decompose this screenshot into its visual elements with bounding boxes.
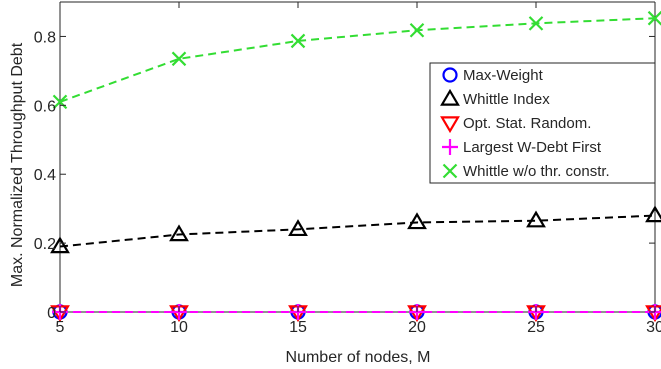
y-tick-label: 0.4 bbox=[34, 167, 56, 184]
legend-marker bbox=[440, 88, 460, 106]
x-tick-label: 5 bbox=[56, 319, 65, 336]
series-line bbox=[59, 17, 656, 103]
y-axis-label: Max. Normalized Throughput Debt bbox=[9, 42, 26, 287]
legend-marker bbox=[442, 139, 458, 155]
legend-label: Max-Weight bbox=[463, 67, 544, 84]
legend-marker bbox=[440, 116, 460, 134]
legend-label: Opt. Stat. Random. bbox=[463, 115, 591, 132]
y-tick-label: 0.6 bbox=[34, 98, 56, 115]
series-layer bbox=[50, 10, 661, 323]
data-point bbox=[526, 210, 546, 228]
series-line bbox=[59, 214, 656, 248]
x-tick-label: 10 bbox=[170, 319, 188, 336]
data-point bbox=[290, 33, 306, 49]
ticks-layer: 5 10 15 20 25 30 0 0.2 0.4 0.6 0.8 bbox=[34, 2, 661, 336]
data-point bbox=[50, 236, 70, 254]
y-tick-label: 0 bbox=[47, 305, 56, 322]
data-point bbox=[409, 22, 425, 38]
legend-label: Whittle w/o thr. constr. bbox=[463, 163, 610, 180]
data-point bbox=[169, 224, 189, 242]
series-whittle-index bbox=[50, 205, 661, 254]
x-tick-label: 20 bbox=[408, 319, 426, 336]
x-axis-label: Number of nodes, M bbox=[286, 349, 431, 366]
legend-box bbox=[429, 62, 656, 184]
y-tick-label: 0.2 bbox=[34, 236, 56, 253]
data-point bbox=[52, 94, 68, 110]
legend-marker bbox=[442, 67, 458, 83]
x-tick-label: 15 bbox=[289, 319, 307, 336]
data-point bbox=[645, 205, 661, 223]
series-whittle-w-o-thr-constr bbox=[52, 10, 661, 110]
data-point bbox=[288, 219, 308, 237]
data-point bbox=[407, 212, 427, 230]
data-point bbox=[171, 51, 187, 67]
data-point bbox=[528, 16, 544, 31]
y-tick-label: 0.8 bbox=[34, 29, 56, 46]
legend-label: Whittle Index bbox=[463, 91, 550, 108]
x-tick-label: 30 bbox=[646, 319, 661, 336]
legend-marker bbox=[442, 163, 458, 179]
data-point bbox=[647, 10, 661, 26]
legend: Max-Weight Whittle Index Opt. Stat. Random… bbox=[429, 62, 656, 184]
legend-label: Largest W-Debt First bbox=[463, 139, 602, 156]
x-tick-label: 25 bbox=[527, 319, 545, 336]
